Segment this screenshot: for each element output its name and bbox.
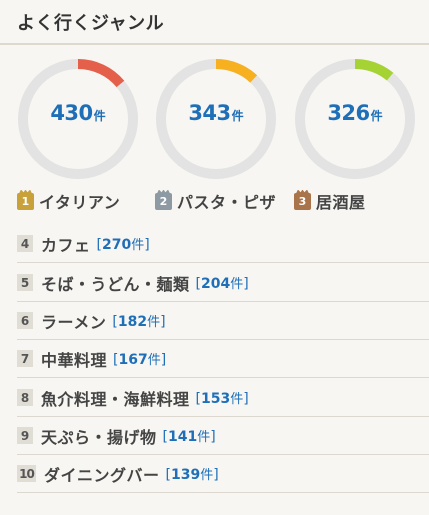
count-number: 430 <box>50 101 92 125</box>
genre-count: [141件] <box>163 426 216 445</box>
genre-ring-1[interactable]: 430件 <box>17 58 139 180</box>
genre-count: [167件] <box>113 349 166 368</box>
genre-count: [270件] <box>97 234 150 253</box>
genre-name[interactable]: 天ぷら・揚げ物 <box>41 424 157 448</box>
rank-3-genre[interactable]: 3 居酒屋 <box>294 190 366 212</box>
genre-count: 430件 <box>17 101 139 125</box>
rank-badge: 9 <box>17 427 33 444</box>
rank-badge: 7 <box>17 350 33 367</box>
genre-name[interactable]: ダイニングバー <box>44 462 160 486</box>
count-number: 343 <box>188 101 230 125</box>
rank-badge: 10 <box>17 465 36 482</box>
list-item[interactable]: 5 そば・うどん・麺類 [204件] <box>17 264 429 302</box>
count-unit: 件 <box>371 109 383 123</box>
list-item[interactable]: 9 天ぷら・揚げ物 [141件] <box>17 417 429 455</box>
rank-badge: 6 <box>17 312 33 329</box>
rank-2-genre[interactable]: 2 パスタ・ピザ <box>155 190 276 212</box>
rank-badge: 4 <box>17 235 33 252</box>
rank-1-genre[interactable]: 1 イタリアン <box>17 190 120 212</box>
genre-name[interactable]: 居酒屋 <box>316 189 366 213</box>
genre-count: [139件] <box>166 464 219 483</box>
title-divider <box>0 43 429 45</box>
count-number: 326 <box>327 101 369 125</box>
genre-name[interactable]: 中華料理 <box>41 347 107 371</box>
genre-name[interactable]: そば・うどん・麺類 <box>41 271 190 295</box>
genre-count: [153件] <box>196 388 249 407</box>
genre-ring-3[interactable]: 326件 <box>294 58 416 180</box>
count-unit: 件 <box>232 109 244 123</box>
genre-count: [204件] <box>196 273 249 292</box>
genre-name[interactable]: パスタ・ピザ <box>177 189 276 213</box>
rank-badge: 8 <box>17 389 33 406</box>
genre-name[interactable]: 魚介料理・海鮮料理 <box>41 386 190 410</box>
crown-rank-1-icon: 1 <box>17 193 34 210</box>
rank-badge: 5 <box>17 274 33 291</box>
list-item[interactable]: 8 魚介料理・海鮮料理 [153件] <box>17 379 429 417</box>
count-unit: 件 <box>94 109 106 123</box>
crown-rank-3-icon: 3 <box>294 193 311 210</box>
list-item[interactable]: 4 カフェ [270件] <box>17 225 429 263</box>
genre-name[interactable]: カフェ <box>41 232 91 256</box>
section-title: よく行くジャンル <box>17 9 164 35</box>
genre-count: 326件 <box>294 101 416 125</box>
list-item[interactable]: 6 ラーメン [182件] <box>17 302 429 340</box>
list-item[interactable]: 10 ダイニングバー [139件] <box>17 455 429 493</box>
genre-name[interactable]: イタリアン <box>39 189 120 213</box>
genre-ring-2[interactable]: 343件 <box>155 58 277 180</box>
genre-name[interactable]: ラーメン <box>41 309 106 333</box>
genre-count: [182件] <box>112 311 165 330</box>
list-item[interactable]: 7 中華料理 [167件] <box>17 340 429 378</box>
crown-rank-2-icon: 2 <box>155 193 172 210</box>
genre-count: 343件 <box>155 101 277 125</box>
